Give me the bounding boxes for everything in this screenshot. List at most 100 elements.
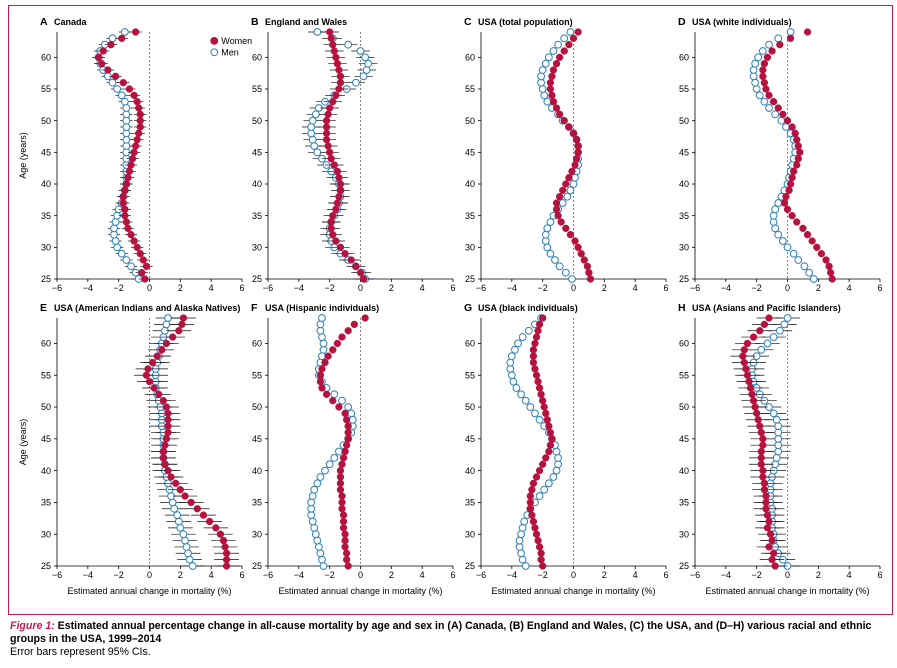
panel-a-men-point	[122, 104, 131, 112]
panel-e-women-point	[159, 397, 168, 405]
panel-g-women-point	[532, 371, 541, 379]
panel-f-women-point	[338, 492, 346, 500]
panel-g-xlabel: Estimated annual change in mortality (%)	[491, 586, 655, 596]
panel-c-ytick-label: 40	[465, 179, 475, 189]
panel-e-men-point	[174, 517, 183, 526]
panel-d-women-point	[786, 34, 795, 42]
panel-h-women-point	[757, 454, 765, 462]
panel-e-women-point	[164, 422, 172, 430]
panel-f-women-point	[344, 327, 352, 335]
panel-b-women-point	[336, 180, 345, 188]
panel-b-women-point	[329, 98, 337, 106]
panel-f-women-point	[341, 409, 349, 418]
panel-f-women-point	[316, 371, 325, 379]
panel-h-women-point	[760, 320, 769, 329]
panel-f-ytick-label: 35	[252, 498, 262, 508]
panel-e-xtick-label: 2	[178, 570, 183, 580]
panel-h-women-point	[766, 530, 775, 538]
panel-c-men-point	[546, 249, 555, 258]
panel-d-women-point	[803, 28, 812, 36]
panel-c-women-point	[572, 155, 581, 163]
panel-a-men-point	[122, 256, 131, 264]
panel-b-men-point	[359, 72, 368, 81]
panel-f-women-point	[322, 390, 331, 398]
panel-b-ytick-label: 45	[252, 148, 262, 158]
panel-e-ytick-label: 45	[41, 434, 51, 444]
panel-f-men-point	[330, 390, 339, 399]
panel-g-women-point	[539, 314, 547, 322]
panel-g-women-point	[531, 524, 539, 532]
panel-d-men-point	[786, 28, 795, 36]
panel-h-women-point	[751, 403, 759, 411]
panel-d-women-point	[808, 237, 816, 245]
panel-b-women-point	[326, 104, 334, 112]
panel-a-women-point	[118, 34, 126, 42]
panel-d-men-point	[774, 34, 783, 43]
panel-e-men-point	[181, 536, 189, 545]
panel-b-men-point	[351, 78, 360, 87]
panel-h-women-point	[754, 416, 762, 424]
panel-g-men-point	[509, 377, 518, 386]
panel-g-men-point	[518, 555, 527, 564]
panel-a-women-point	[136, 117, 144, 125]
panel-e-women-point	[162, 435, 171, 443]
panel-g-women-point	[529, 352, 538, 360]
panel-e-men-point	[179, 530, 188, 539]
panel-e-men-point	[168, 498, 177, 507]
panel-d-men-point	[752, 85, 761, 93]
panel-f-men-point	[347, 409, 356, 418]
panel-c-men-point	[568, 275, 576, 283]
panel-a-ytick-label: 60	[41, 53, 51, 63]
panel-e-women-point	[150, 384, 158, 392]
panel-c-women-point	[548, 91, 556, 99]
panel-c-women-point	[586, 275, 595, 283]
panel-a-women-point	[119, 193, 127, 201]
panel-e-ytick-label: 55	[41, 370, 51, 380]
panel-c-women-point	[569, 129, 578, 137]
panel-a-men-point	[111, 237, 120, 245]
panel-h-women-point	[762, 498, 770, 507]
panel-e-women-point	[179, 314, 188, 322]
panel-g-men-point	[517, 390, 525, 399]
panel-a-ylabel: Age (years)	[18, 132, 28, 179]
panel-g-women-point	[548, 435, 556, 443]
panel-f-xtick-label: 4	[420, 570, 425, 580]
panel-e-women-point	[148, 358, 157, 367]
panel-d-women-point	[822, 256, 830, 264]
panel-d-women-point	[794, 155, 802, 163]
panel-f-men-point	[348, 415, 357, 424]
panel-g-men-point	[531, 409, 539, 418]
panel-b-men-point	[364, 59, 373, 68]
panel-c-men-point	[544, 53, 553, 62]
panel-a-letter: A	[40, 16, 48, 28]
panel-e-men-point	[188, 562, 197, 570]
panel-b-ytick-label: 55	[252, 84, 262, 94]
panel-a-women-point	[130, 148, 138, 156]
panel-b-women-point	[347, 256, 355, 264]
panel-c-men-point	[537, 78, 546, 87]
panel-b-men-point	[313, 148, 322, 157]
panel-a-men-point	[120, 97, 129, 106]
panel-d-men-point	[794, 256, 803, 264]
panel-h-men-point	[774, 447, 783, 456]
panel-d-men-point	[751, 78, 760, 87]
panel-d-women-point	[760, 60, 769, 68]
panel-b-xtick-label: −4	[294, 283, 304, 293]
panel-g-women-point	[539, 562, 547, 570]
panel-f-men-point	[316, 549, 325, 558]
panel-d-men-point	[771, 110, 780, 119]
panel-f-men-point	[318, 555, 326, 564]
panel-d-women-point	[762, 85, 770, 93]
panel-f-women-point	[344, 435, 352, 443]
panel-c-women-point	[562, 224, 570, 232]
panel-g-ytick-label: 55	[465, 370, 475, 380]
panel-e-title: USA (American Indians and Alaska Natives…	[54, 303, 240, 313]
panel-d-women-point	[760, 79, 769, 87]
panel-h-women-point	[740, 358, 748, 367]
panel-c-women-point	[552, 205, 561, 213]
panel-c-ytick-label: 30	[465, 243, 475, 253]
panel-d-women-point	[774, 104, 782, 112]
panel-g-men-point	[554, 453, 562, 462]
panel-b-xtick-label: 2	[389, 283, 394, 293]
panel-f-women-point	[361, 314, 369, 322]
